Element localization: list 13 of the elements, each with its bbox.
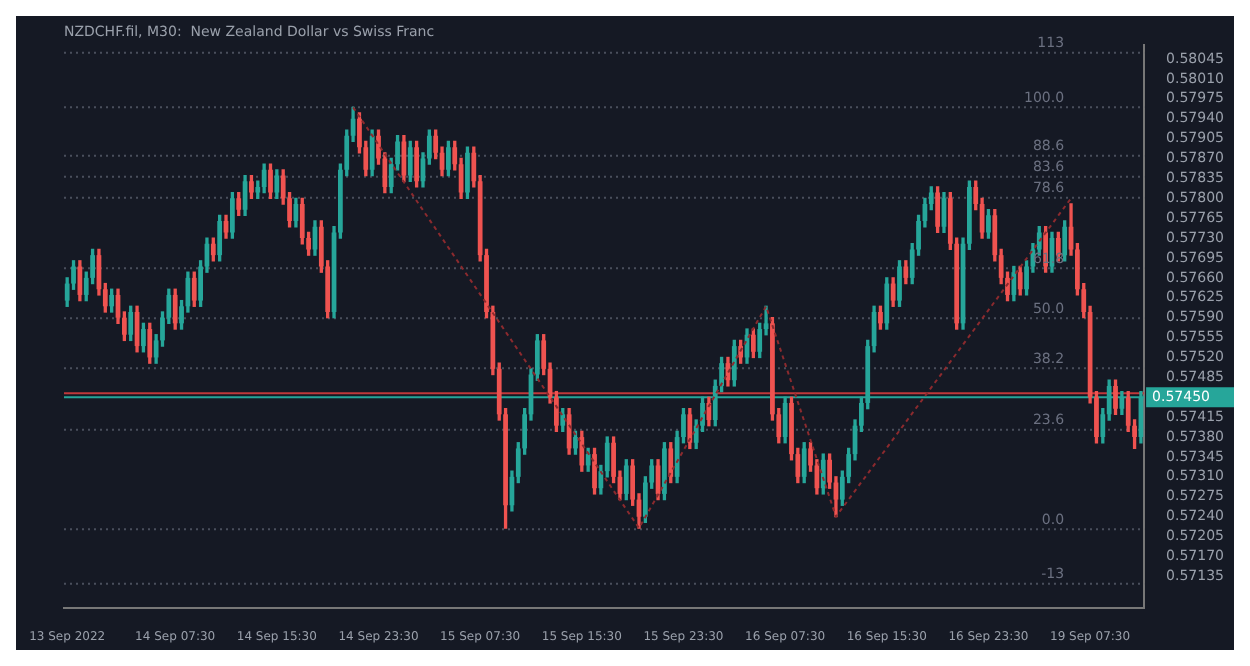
candlestick [446,140,451,177]
candlestick [897,260,902,307]
candlestick [268,163,273,199]
candlestick [414,140,420,188]
candlestick [935,186,940,234]
candlestick [141,322,146,353]
line-series [352,106,1073,530]
candlestick [986,209,991,239]
candlestick [592,447,597,495]
candlestick [249,174,254,199]
candlestick [878,305,883,330]
candlestick [573,430,578,455]
candlestick [1113,379,1118,415]
